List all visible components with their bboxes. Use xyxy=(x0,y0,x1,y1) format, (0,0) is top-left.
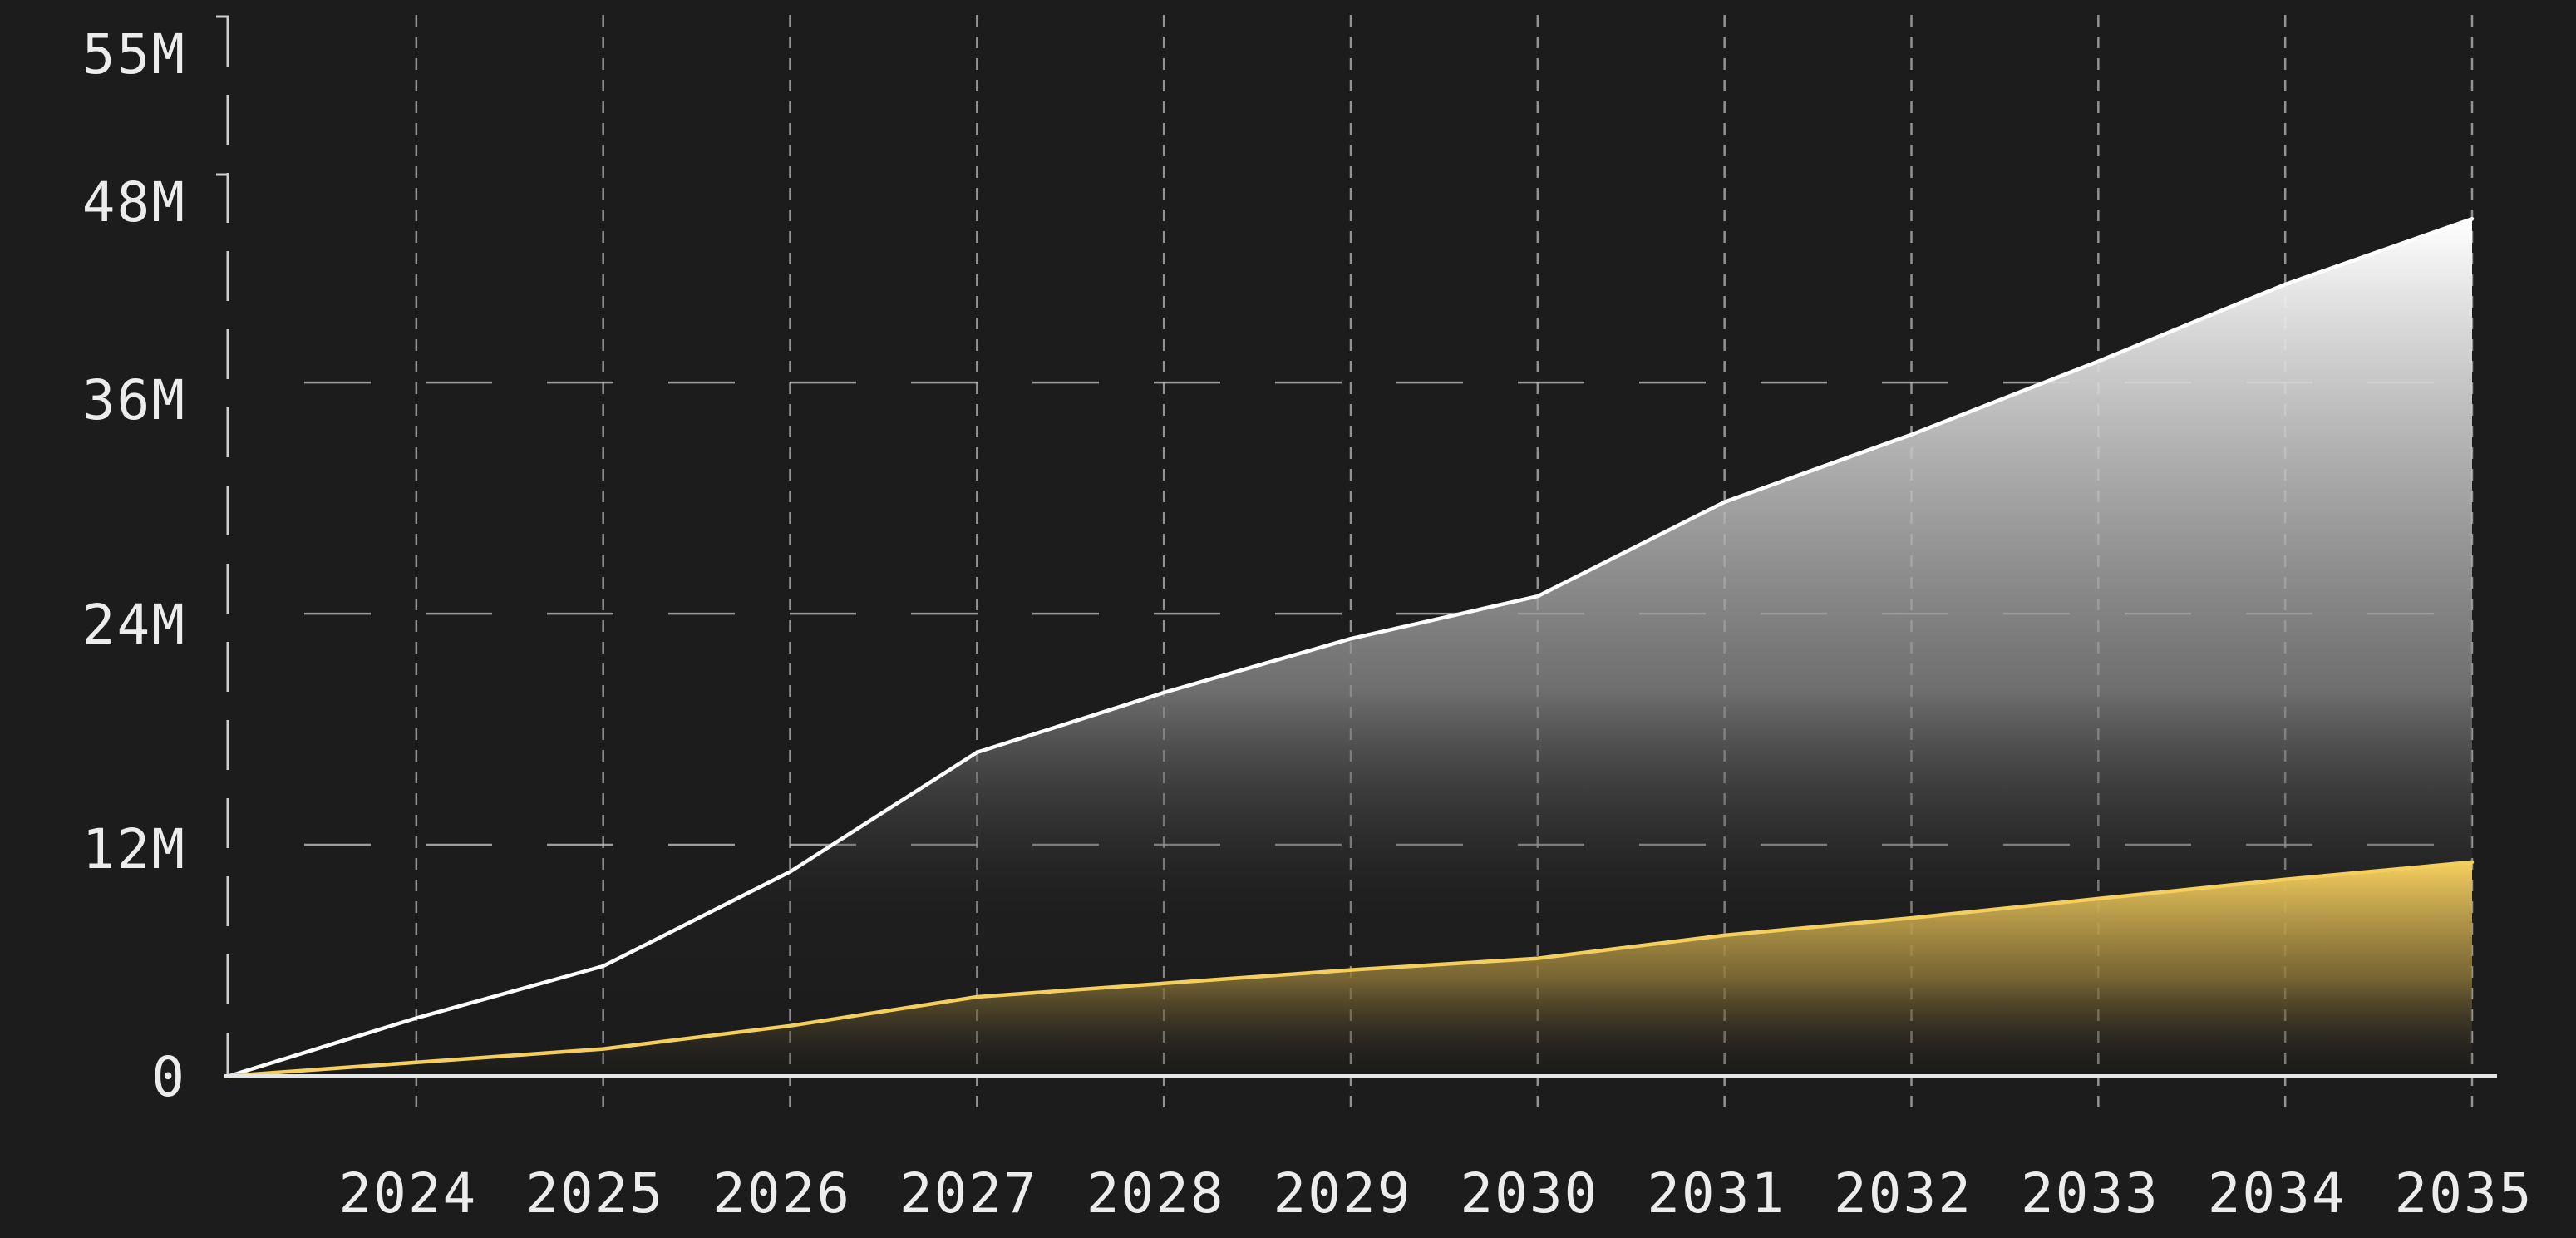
y-tick-label-0: 0 xyxy=(151,1045,186,1109)
axes-layer xyxy=(216,15,2497,1078)
series-2-point-2030 xyxy=(1536,957,1539,959)
x-tick-label-2034: 2034 xyxy=(2208,1162,2347,1226)
y-tick-label-48m: 48M xyxy=(82,170,186,234)
x-tick-label-2024: 2024 xyxy=(338,1162,477,1226)
series-2-point-2028 xyxy=(1163,982,1165,984)
x-tick-label-2033: 2033 xyxy=(2021,1162,2160,1226)
series-1-point-2032 xyxy=(1910,433,1913,436)
labels-layer: 0 12M 24M 36M 48M 55M 2024 2025 2026 2027 2028 2029… xyxy=(82,22,2534,1226)
series-1-point-2027 xyxy=(976,751,978,753)
y-tick-label-55m: 55M xyxy=(82,22,186,86)
series-2-line xyxy=(227,860,2475,1078)
y-tick-label-36m: 36M xyxy=(82,368,186,432)
series-1-point-2031 xyxy=(1723,501,1726,503)
series-2-point-2035 xyxy=(2471,861,2474,863)
series-1-point-2029 xyxy=(1350,638,1352,640)
y-tick-label-24m: 24M xyxy=(82,593,186,657)
x-tick-label-2025: 2025 xyxy=(525,1162,664,1226)
series-2-point-2031 xyxy=(1723,934,1726,936)
x-tick-label-2029: 2029 xyxy=(1273,1162,1412,1226)
x-tick-label-2030: 2030 xyxy=(1460,1162,1598,1226)
x-tick-label-2026: 2026 xyxy=(712,1162,851,1226)
series-1-point-2034 xyxy=(2284,283,2287,285)
x-tick-label-2031: 2031 xyxy=(1647,1162,1785,1226)
series-1-point-2035 xyxy=(2471,218,2474,220)
series-2-point-2032 xyxy=(1910,917,1913,920)
series-2-point-2026 xyxy=(789,1024,791,1027)
series-2-point-2027 xyxy=(976,996,978,999)
series-1-area xyxy=(229,219,2472,1077)
x-tick-label-2027: 2027 xyxy=(899,1162,1038,1226)
series-1-point-2030 xyxy=(1536,595,1539,598)
series-1-point-2028 xyxy=(1163,692,1165,694)
series-1-line xyxy=(227,216,2475,1078)
x-tick-label-2032: 2032 xyxy=(1834,1162,1973,1226)
areas-layer xyxy=(229,219,2472,1077)
series-2-point-2029 xyxy=(1350,969,1352,971)
y-tick-label-12m: 12M xyxy=(82,817,186,881)
series-2-point-2025 xyxy=(602,1048,604,1050)
series-1-point-2026 xyxy=(789,871,791,873)
series-1-point-2025 xyxy=(602,964,604,967)
series-2-area xyxy=(229,861,2472,1076)
series-2-point-2034 xyxy=(2284,878,2287,880)
x-tick-label-2035: 2035 xyxy=(2395,1162,2534,1226)
series-1-point-2024 xyxy=(415,1017,417,1019)
series-1-point-2033 xyxy=(2097,360,2100,363)
series-2-point-2024 xyxy=(415,1061,417,1063)
lines-layer xyxy=(227,216,2475,1078)
series-2-point-2033 xyxy=(2097,897,2100,900)
x-tick-label-2028: 2028 xyxy=(1086,1162,1225,1226)
